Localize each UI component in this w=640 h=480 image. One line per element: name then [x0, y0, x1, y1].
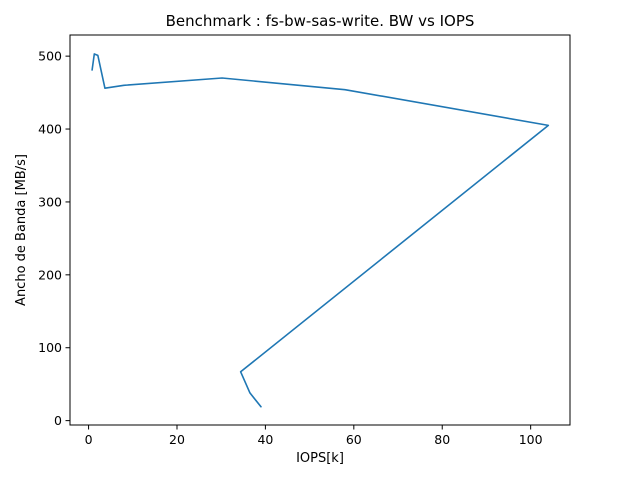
x-axis: 0 20 40 60 80 100	[85, 425, 543, 447]
x-tick-label-20: 20	[169, 432, 185, 447]
y-tick-label-300: 300	[38, 194, 62, 209]
y-tick-label-400: 400	[38, 122, 62, 137]
y-axis-label: Ancho de Banda [MB/s]	[14, 154, 29, 306]
y-tick-label-200: 200	[38, 267, 62, 282]
x-tick-label-100: 100	[519, 432, 543, 447]
plot-frame	[69, 34, 571, 426]
chart-title: Benchmark : fs-bw-sas-write. BW vs IOPS	[166, 12, 475, 30]
x-tick-label-0: 0	[85, 432, 93, 447]
x-tick-label-60: 60	[346, 432, 362, 447]
y-tick-label-100: 100	[38, 340, 62, 355]
plot-area	[91, 53, 550, 408]
x-axis-label: IOPS[k]	[296, 451, 344, 466]
x-tick-label-40: 40	[257, 432, 273, 447]
y-tick-label-500: 500	[38, 49, 62, 64]
y-tick-label-0: 0	[54, 413, 62, 428]
series-line-0	[91, 53, 550, 408]
x-tick-label-80: 80	[434, 432, 450, 447]
y-axis: 0 100 200 300 400 500	[38, 49, 70, 428]
